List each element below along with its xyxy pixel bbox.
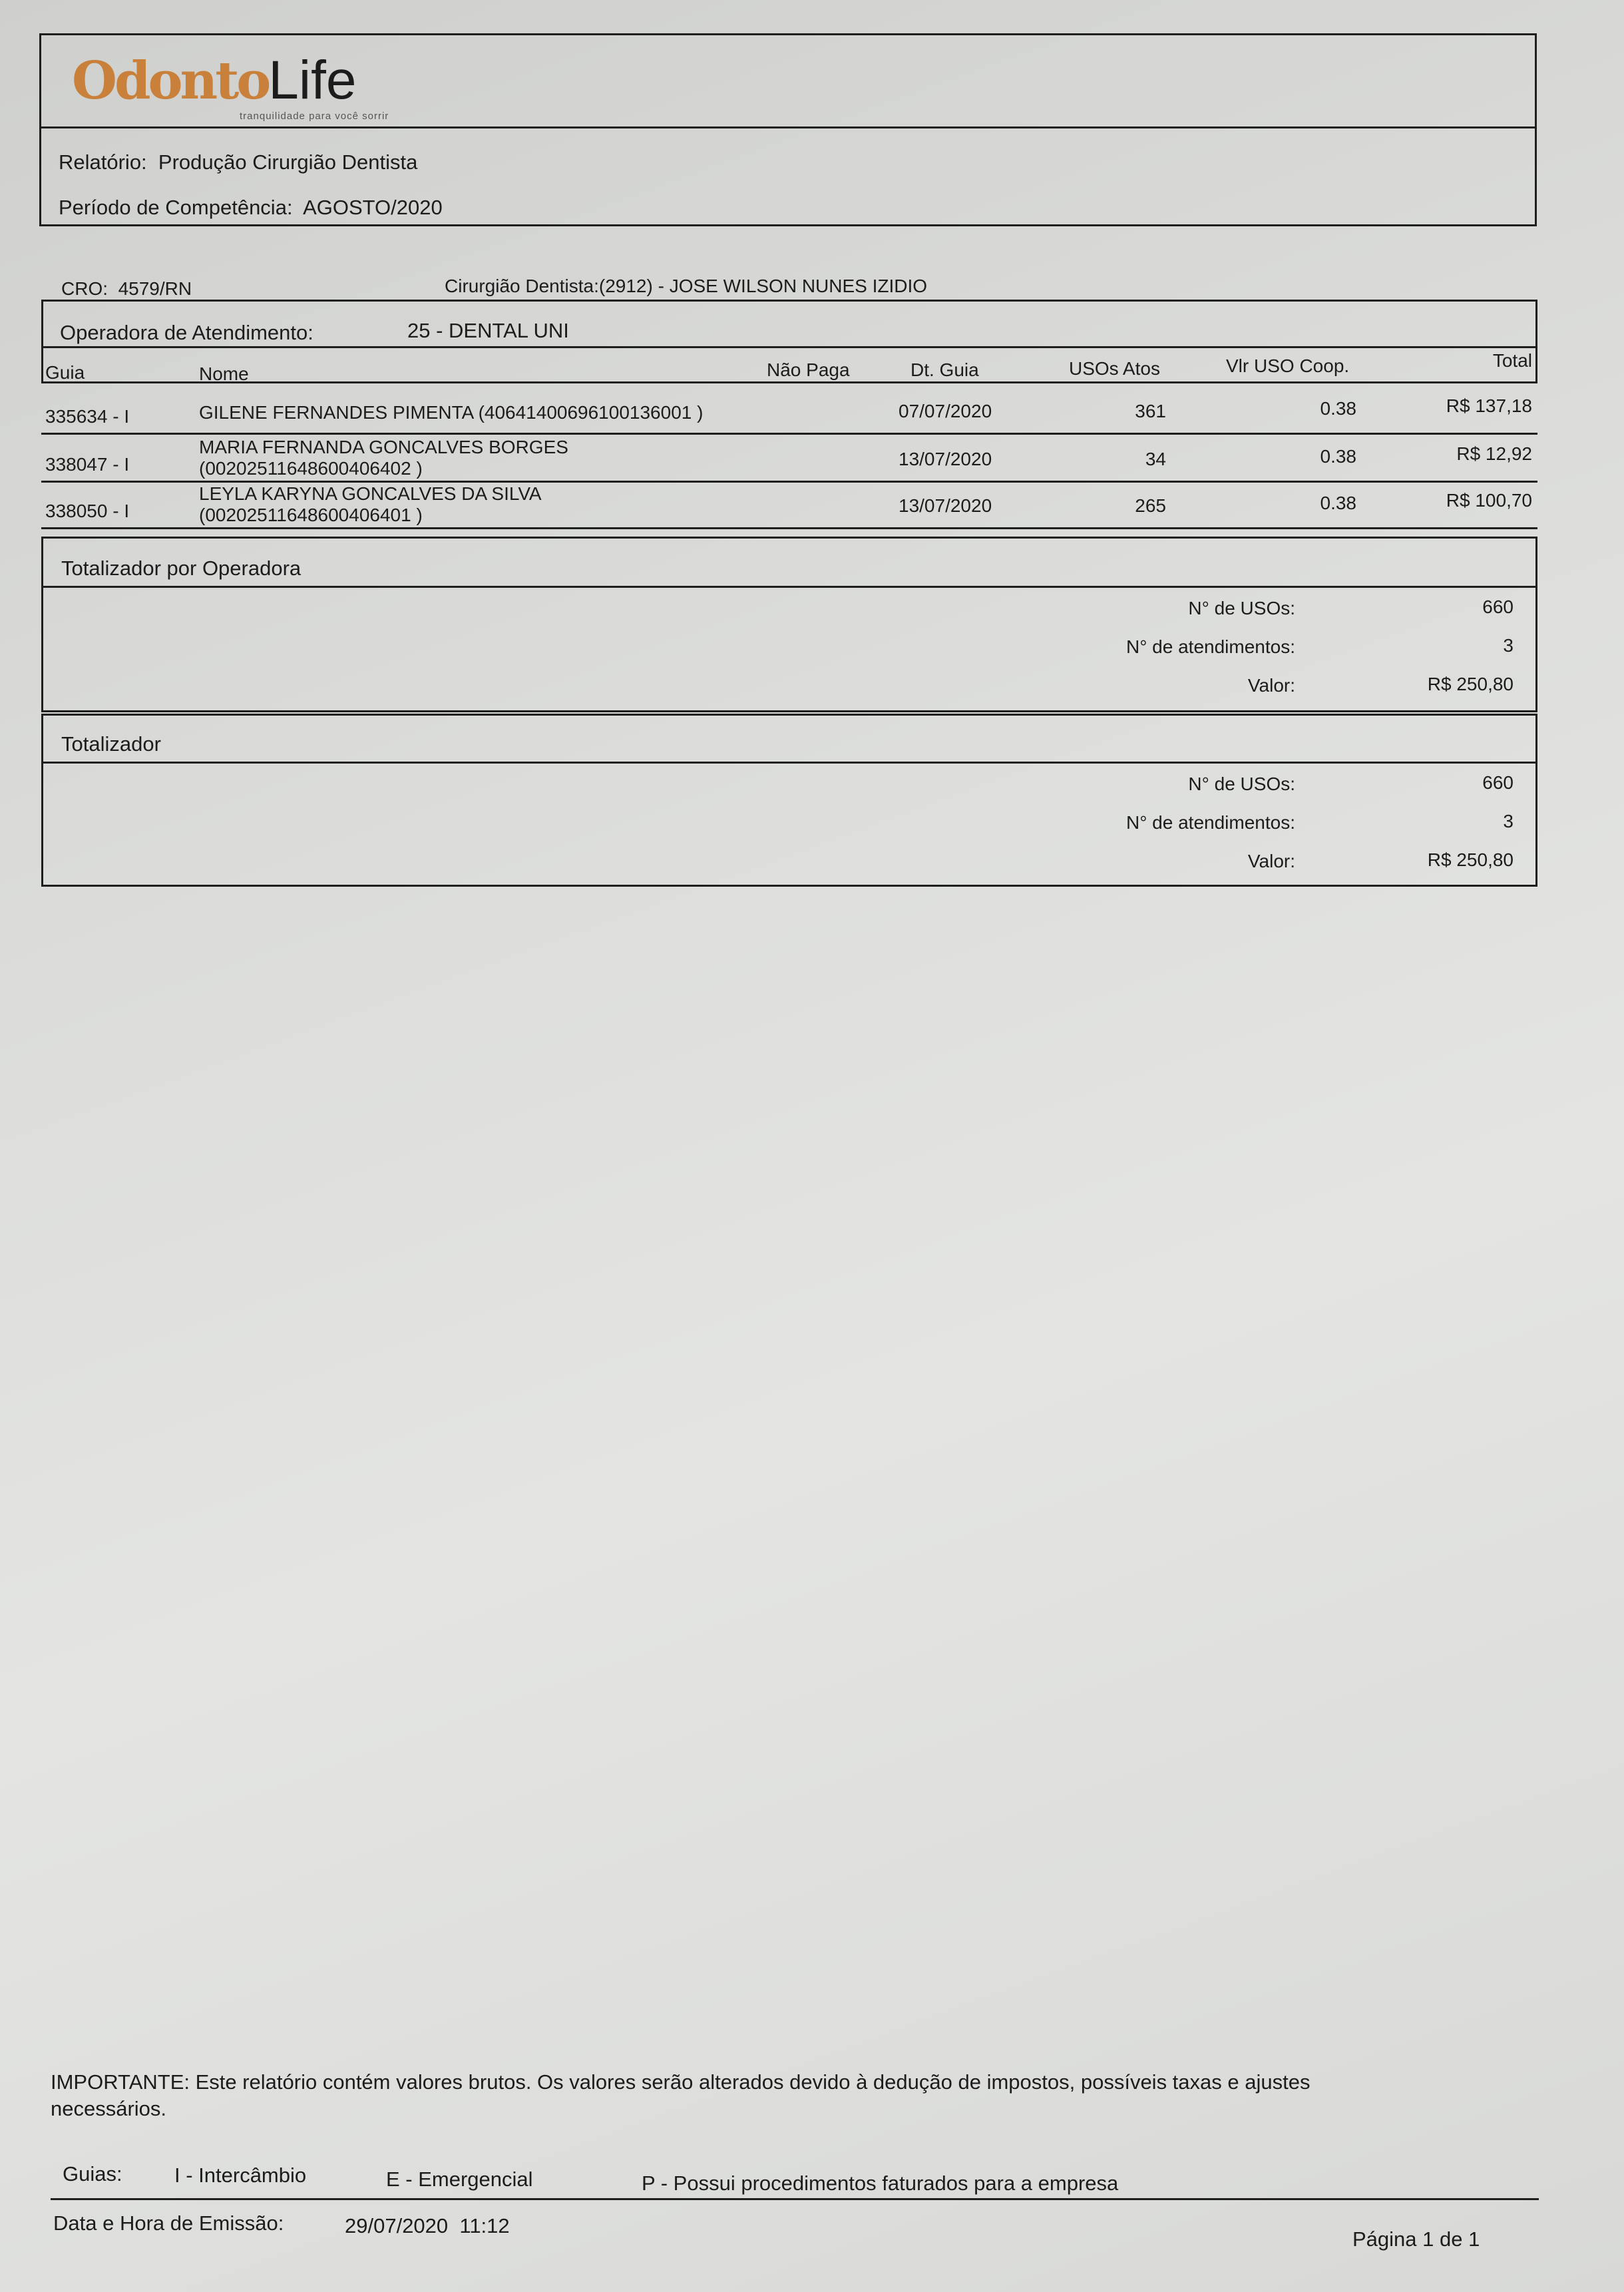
col-dt-guia: Dt. Guia [911, 359, 979, 380]
dentist-value: (2912) - JOSE WILSON NUNES IZIDIO [598, 276, 928, 296]
important-note-line1: IMPORTANTE: Este relatório contém valore… [51, 2070, 1311, 2094]
col-total: Total [1492, 350, 1532, 371]
report-header-box [39, 33, 1537, 226]
emission-label: Data e Hora de Emissão: [53, 2211, 284, 2235]
cell-usos-atos: 265 [1135, 495, 1166, 516]
totals-operator-valor-value: R$ 250,80 [1427, 674, 1514, 694]
cro: CRO: 4579/RN [61, 278, 192, 300]
cell-guia: 335634 - I [45, 406, 130, 427]
totals-title: Totalizador [61, 732, 161, 756]
totals-operator-valor-label: Valor: [1247, 675, 1295, 696]
totals-valor-label: Valor: [1247, 851, 1295, 871]
totals-valor-value: R$ 250,80 [1427, 849, 1514, 870]
row-divider [41, 433, 1537, 435]
divider [41, 346, 1537, 348]
cell-nome: LEYLA KARYNA GONCALVES DA SILVA [199, 483, 542, 504]
divider [41, 762, 1537, 764]
totals-usos-value: 660 [1482, 772, 1514, 793]
cell-guia: 338047 - I [45, 454, 130, 475]
operator-value: 25 - DENTAL UNI [407, 319, 569, 342]
important-note-line2: necessários. [51, 2097, 167, 2120]
page-number: Página 1 de 1 [1352, 2227, 1480, 2251]
report-label: Relatório: [59, 150, 147, 174]
cell-nome-card: (00202511648600406402 ) [199, 458, 423, 479]
legend-emergencial: E - Emergencial [386, 2168, 533, 2191]
divider [41, 586, 1537, 588]
row-divider [41, 527, 1537, 529]
logo-tagline: tranquilidade para você sorrir [240, 111, 389, 122]
report-value: Produção Cirurgião Dentista [158, 150, 418, 174]
col-nao-paga: Não Paga [767, 359, 850, 380]
totals-operator-box [41, 537, 1537, 712]
cell-dt-guia: 07/07/2020 [899, 401, 992, 421]
emission-value: 29/07/2020 11:12 [345, 2214, 510, 2237]
legend-possui: P - Possui procedimentos faturados para … [642, 2172, 1119, 2195]
col-guia: Guia [45, 362, 85, 383]
period-label: Período de Competência: [59, 196, 293, 219]
cell-total: R$ 12,92 [1456, 443, 1532, 464]
totals-operator-usos-value: 660 [1482, 596, 1514, 617]
footer-divider [51, 2198, 1539, 2200]
totals-operator-atend-value: 3 [1503, 635, 1514, 656]
cell-vlr-uso: 0.38 [1320, 493, 1357, 513]
cell-nome: GILENE FERNANDES PIMENTA (40641400696100… [199, 402, 704, 423]
logo-text-life: Life [268, 50, 357, 111]
cell-vlr-uso: 0.38 [1320, 398, 1357, 419]
divider [39, 126, 1537, 128]
totals-operator-title: Totalizador por Operadora [61, 557, 302, 580]
logo: OdontoLife [72, 53, 357, 108]
cell-nome-card: (00202511648600406401 ) [199, 505, 423, 525]
cell-dt-guia: 13/07/2020 [899, 495, 992, 516]
operator-label: Operadora de Atendimento: [60, 321, 313, 344]
dentist-label: Cirurgião Dentista: [445, 276, 599, 296]
totals-usos-label: N° de USOs: [1188, 774, 1295, 794]
report-title: Relatório: Produção Cirurgião Dentista [59, 150, 417, 174]
cell-vlr-uso: 0.38 [1320, 446, 1357, 467]
totals-atend-value: 3 [1503, 811, 1514, 831]
logo-text-odonto: Odonto [72, 51, 271, 111]
cell-nome: MARIA FERNANDA GONCALVES BORGES [199, 437, 568, 457]
guias-label: Guias: [63, 2162, 122, 2185]
cell-usos-atos: 34 [1145, 449, 1166, 469]
cro-value: 4579/RN [118, 278, 192, 299]
period: Período de Competência: AGOSTO/2020 [59, 196, 443, 220]
row-divider [41, 481, 1537, 483]
totals-box [41, 714, 1537, 887]
col-vlr-uso: Vlr USO Coop. [1226, 355, 1350, 376]
period-value: AGOSTO/2020 [303, 196, 443, 219]
operator-box [41, 300, 1537, 383]
totals-atend-label: N° de atendimentos: [1125, 812, 1295, 833]
cell-guia: 338050 - I [45, 501, 130, 521]
col-nome: Nome [199, 363, 249, 384]
cell-usos-atos: 361 [1135, 401, 1166, 421]
cell-dt-guia: 13/07/2020 [899, 449, 992, 469]
cro-label: CRO: [61, 278, 108, 299]
cell-total: R$ 100,70 [1446, 490, 1532, 511]
cell-total: R$ 137,18 [1446, 395, 1532, 416]
dentist: Cirurgião Dentista:(2912) - JOSE WILSON … [445, 276, 927, 297]
col-usos-atos: USOs Atos [1069, 358, 1160, 379]
legend-intercambio: I - Intercâmbio [174, 2164, 307, 2187]
totals-operator-atend-label: N° de atendimentos: [1125, 636, 1295, 657]
totals-operator-usos-label: N° de USOs: [1188, 598, 1295, 618]
